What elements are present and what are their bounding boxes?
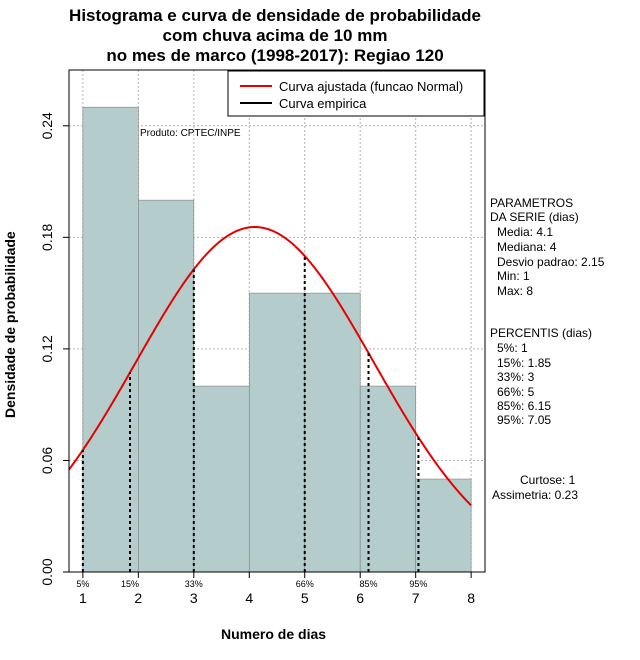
normal-fit-curve [68,226,472,507]
chart-title-line2: com chuva acima de 10 mm [162,26,388,45]
y-tick-label: 0.12 [39,335,55,362]
x-tick-label: 7 [412,590,420,606]
x-axis-label: Numero de dias [221,626,327,642]
percentile-5: 5%: 1 [497,341,528,355]
y-tick-label: 0.00 [39,558,55,585]
histogram-bar [138,199,195,573]
chart-title-line1: Histograma e curva de densidade de proba… [69,6,481,25]
percentile-label: 15% [121,579,139,589]
percentile-label: 85% [360,579,378,589]
parameter-mean: Media: 4.1 [497,225,554,239]
percentile-label: 66% [296,579,314,589]
x-tick-label: 2 [134,590,142,606]
parameter-median: Mediana: 4 [497,240,557,254]
kurtosis-value: Curtose: 1 [520,473,576,487]
parameter-sd: Desvio padrao: 2.15 [497,255,605,269]
x-tick-label: 6 [356,590,364,606]
x-tick-label: 5 [301,590,309,606]
histogram-bar [304,292,361,573]
parameters-heading-1: PARAMETROS [490,196,574,210]
parameters-heading-2: DA SERIE (dias) [490,210,579,224]
legend-empirical-label: Curva empirica [279,96,367,111]
skewness-value: Assimetria: 0.23 [492,488,579,502]
y-tick-label: 0.24 [39,112,55,139]
histogram-bar [193,385,250,573]
legend-box [227,70,485,117]
percentile-label: 95% [409,579,427,589]
legend-fit-label: Curva ajustada (funcao Normal) [279,79,463,94]
percentile-85: 85%: 6.15 [497,399,552,413]
y-tick-label: 0.18 [39,223,55,250]
y-axis-label: Densidade de probabilidade [2,231,18,418]
percentile-label: 33% [185,579,203,589]
product-label: Produto: CPTEC/INPE [140,128,241,139]
x-tick-label: 3 [190,590,198,606]
x-tick-label: 4 [245,590,253,606]
x-tick-label: 1 [79,590,87,606]
percentile-33: 33%: 3 [497,370,535,384]
percentile-95: 95%: 7.05 [497,413,552,427]
percentile-label: 5% [76,579,89,589]
histogram-bar [415,478,472,573]
percentiles-heading: PERCENTIS (dias) [490,326,593,340]
percentile-15: 15%: 1.85 [497,356,552,370]
x-tick-label: 8 [467,590,475,606]
plot-frame [68,69,486,573]
parameter-max: Max: 8 [497,284,534,298]
y-tick-label: 0.06 [39,447,55,474]
parameter-min: Min: 1 [497,269,530,283]
chart-title-line3: no mes de marco (1998-2017): Regiao 120 [106,46,444,65]
percentile-66: 66%: 5 [497,385,535,399]
histogram-bar [82,106,139,573]
histogram-bar [248,292,306,573]
